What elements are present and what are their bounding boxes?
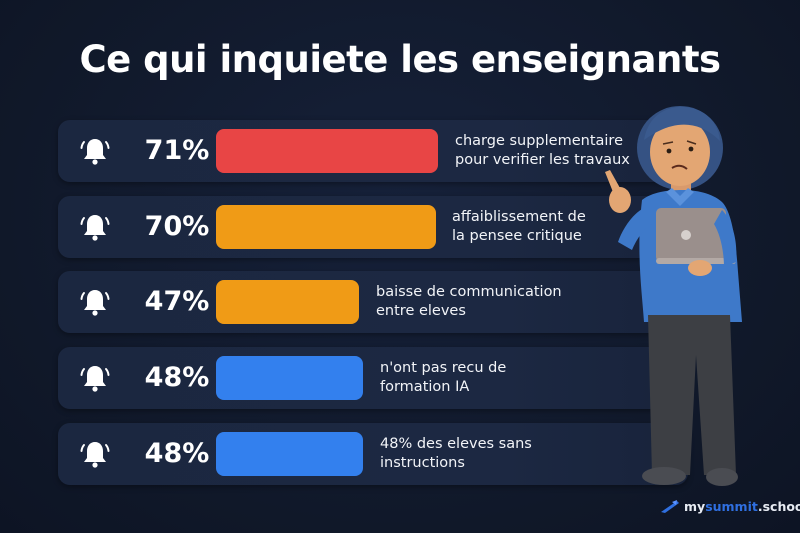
- teacher-illustration: [605, 106, 742, 486]
- page-title: Ce qui inquiete les enseignants: [79, 38, 721, 81]
- bell-icon: [80, 442, 110, 468]
- label-line-2: instructions: [380, 455, 465, 471]
- percent-value: 48%: [144, 362, 210, 393]
- bar: [216, 205, 436, 249]
- bell-icon: [80, 139, 110, 165]
- concern-row: 48% 48% des eleves sans instructions: [58, 423, 688, 485]
- concern-label: 48% des eleves sans instructions: [380, 435, 532, 473]
- label-line-1: affaiblissement de: [452, 209, 586, 225]
- brand-logo: mysummit.school: [660, 497, 800, 515]
- label-line-2: la pensee critique: [452, 228, 582, 244]
- concern-row: 71% charge supplementaire pour verifier …: [58, 120, 688, 182]
- label-line-1: baisse de communication: [376, 284, 562, 300]
- label-line-2: formation IA: [380, 379, 470, 395]
- bell-icon: [80, 290, 110, 316]
- bell-icon: [80, 366, 110, 392]
- logo-text: mysummit.school: [684, 498, 800, 514]
- percent-value: 70%: [144, 211, 210, 242]
- concern-row: 70% affaiblissement de la pensee critiqu…: [58, 196, 688, 258]
- concern-row: 48% n'ont pas recu de formation IA: [58, 347, 688, 409]
- bar: [216, 432, 363, 476]
- bell-icon: [80, 215, 110, 241]
- rocket-icon: [661, 500, 679, 513]
- concern-label: charge supplementaire pour verifier les …: [455, 132, 630, 170]
- concern-row: 47% baisse de communication entre eleves: [58, 271, 688, 333]
- bar: [216, 356, 363, 400]
- bar: [216, 280, 359, 324]
- percent-value: 47%: [144, 286, 210, 317]
- concern-label: n'ont pas recu de formation IA: [380, 359, 506, 397]
- label-line-1: charge supplementaire: [455, 133, 623, 149]
- label-line-1: n'ont pas recu de: [380, 360, 507, 376]
- label-line-1: 48% des eleves sans: [380, 436, 532, 452]
- bar: [216, 129, 438, 173]
- percent-value: 48%: [144, 438, 210, 469]
- label-line-2: pour verifier les travaux: [455, 152, 630, 168]
- label-line-2: entre eleves: [376, 303, 466, 319]
- concern-label: baisse de communication entre eleves: [376, 283, 562, 321]
- concern-label: affaiblissement de la pensee critique: [452, 208, 586, 246]
- percent-value: 71%: [144, 135, 210, 166]
